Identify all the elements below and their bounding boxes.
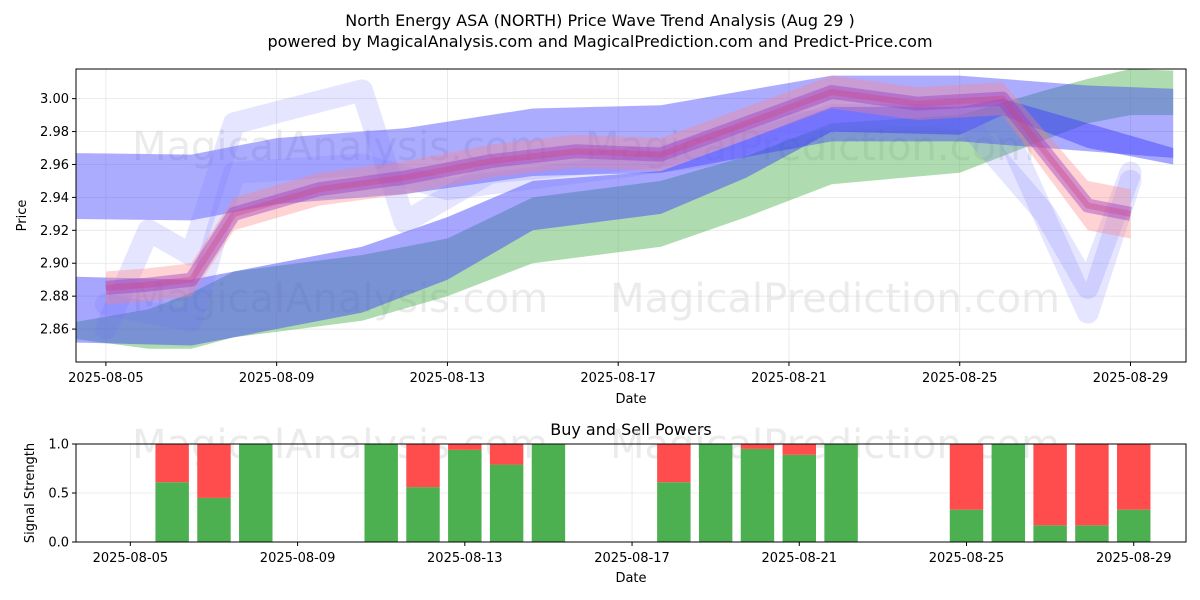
buy-bar (448, 449, 482, 542)
buy-bar (1033, 525, 1067, 542)
pink-wave-line (105, 89, 1132, 291)
sell-bar (489, 444, 524, 465)
watermark-text: MagicalAnalysis.com (132, 422, 548, 468)
chart-title-line1: North Energy ASA (NORTH) Price Wave Tren… (345, 11, 855, 30)
x-tick-label: 2025-08-17 (594, 551, 670, 566)
buy-bar (197, 497, 231, 542)
blue-upper-band (76, 75, 1174, 221)
x-tick-label: 2025-08-21 (751, 371, 827, 386)
y-tick-label: 3.00 (40, 92, 69, 107)
buy-bar (364, 444, 398, 542)
watermark-text: MagicalPrediction.com (585, 124, 1035, 170)
sell-bar (1033, 444, 1067, 526)
sell-bar (657, 444, 691, 483)
sell-bar (949, 444, 984, 510)
subchart-title: Buy and Sell Powers (550, 420, 712, 439)
y-tick-label: 2.94 (40, 191, 69, 206)
sell-bar (740, 444, 775, 449)
x-tick-label: 2025-08-05 (68, 371, 144, 386)
x-tick-label: 2025-08-25 (929, 551, 1005, 566)
sell-bar (782, 444, 816, 455)
buy-bar (698, 444, 733, 542)
buy-bar (949, 509, 984, 542)
x-tick-label: 2025-08-09 (260, 551, 336, 566)
sell-bar (1075, 444, 1109, 526)
y-tick-label: 0.0 (48, 536, 69, 551)
faint-wave-line (94, 79, 1142, 341)
y-tick-label: 2.90 (40, 257, 69, 272)
x-axis-label: Date (615, 392, 646, 407)
green-band (76, 69, 1174, 349)
y-axis-label: Price (15, 200, 30, 232)
blue-lower-band (76, 98, 1174, 346)
buy-bar (406, 487, 440, 542)
x-tick-label: 2025-08-05 (93, 551, 169, 566)
y-tick-label: 2.92 (40, 224, 69, 239)
buy-bar (155, 482, 189, 542)
price-wave-chart: MagicalAnalysis.com MagicalPrediction.com… (15, 68, 1187, 407)
plot-background (76, 69, 1186, 362)
x-tick-label: 2025-08-25 (922, 371, 998, 386)
buy-bar (657, 482, 691, 542)
x-tick-label: 2025-08-13 (410, 371, 486, 386)
plot-area (76, 69, 1174, 349)
faint-wave-line (94, 104, 1142, 332)
watermark-text: MagicalAnalysis.com (132, 276, 548, 322)
watermark-text: MagicalAnalysis.com (132, 124, 548, 170)
buy-bar (239, 444, 273, 542)
x-tick-label: 2025-08-21 (761, 551, 837, 566)
y-tick-label: 2.86 (40, 323, 69, 338)
buy-bar (824, 444, 858, 542)
sell-bar (406, 444, 440, 488)
buy-bar (1117, 509, 1151, 542)
chart-title-line2: powered by MagicalAnalysis.com and Magic… (267, 32, 932, 51)
watermark-text: MagicalPrediction.com (610, 276, 1060, 322)
buy-bar (991, 444, 1026, 542)
y-tick-label: 2.96 (40, 158, 69, 173)
buy-bar (1075, 525, 1109, 542)
x-tick-label: 2025-08-09 (239, 371, 315, 386)
buy-bar (782, 454, 816, 542)
plot-frame (75, 68, 1187, 363)
sell-bar (197, 444, 231, 498)
buy-bar (531, 444, 566, 542)
purple-wave-line (105, 85, 1132, 295)
y-axis-label: Signal Strength (23, 443, 38, 543)
buy-sell-power-chart: Buy and Sell PowersMagicalAnalysis.comMa… (23, 420, 1187, 586)
y-tick-label: 1.0 (48, 438, 69, 453)
buy-bar (740, 448, 775, 542)
sell-bar (155, 444, 189, 483)
red-band (105, 75, 1131, 305)
x-tick-label: 2025-08-13 (427, 551, 503, 566)
x-tick-label: 2025-08-17 (580, 371, 656, 386)
x-tick-label: 2025-08-29 (1096, 551, 1172, 566)
buy-bar (489, 464, 524, 542)
sell-bar (448, 444, 482, 450)
x-tick-label: 2025-08-29 (1093, 371, 1169, 386)
y-tick-label: 0.5 (48, 487, 69, 502)
y-tick-label: 2.98 (40, 125, 69, 140)
sell-bar (1117, 444, 1151, 510)
x-axis-label: Date (615, 571, 646, 586)
y-tick-label: 2.88 (40, 290, 69, 305)
bar-plot-area (155, 444, 1151, 542)
